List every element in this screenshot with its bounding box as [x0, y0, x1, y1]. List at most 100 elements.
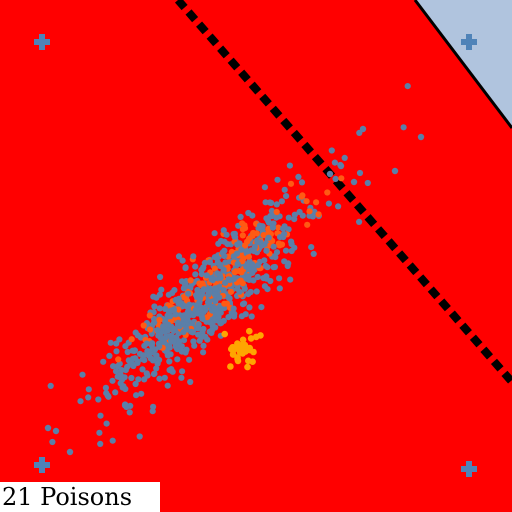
scatter-point	[167, 333, 174, 340]
scatter-point	[113, 340, 120, 347]
scatter-point	[241, 285, 248, 292]
scatter-point	[214, 270, 221, 277]
poison-point	[257, 332, 264, 339]
poison-point	[115, 356, 122, 363]
scatter-point	[160, 335, 167, 342]
scatter-point	[198, 291, 205, 298]
scatter-point	[202, 306, 209, 313]
scatter-point	[212, 298, 219, 305]
scatter-point	[150, 371, 158, 378]
scatter-point	[149, 357, 157, 364]
scatter-point	[180, 337, 188, 344]
scatter-point	[211, 291, 218, 298]
scatter-point	[100, 358, 107, 365]
poison-point	[287, 180, 295, 187]
scatter-point	[223, 231, 230, 238]
scatter-point	[180, 285, 187, 292]
scatter-point	[190, 338, 197, 345]
scatter-point	[183, 325, 190, 332]
scatter-point	[164, 327, 171, 334]
scatter-point	[185, 290, 192, 297]
scatter-point	[166, 344, 173, 351]
scatter-point	[122, 401, 129, 408]
scatter-point	[107, 339, 114, 346]
scatter-point	[85, 394, 92, 401]
scatter-point	[118, 376, 126, 383]
scatter-point	[172, 311, 179, 318]
scatter-point	[356, 169, 364, 177]
scatter-point	[308, 244, 315, 251]
scatter-point	[171, 287, 178, 294]
scatter-point	[153, 365, 160, 372]
scatter-point	[285, 226, 292, 233]
scatter-point	[217, 262, 224, 270]
poison-point	[247, 335, 255, 342]
scatter-point	[162, 305, 169, 312]
scatter-point	[156, 375, 163, 382]
plus-icon-vbar	[466, 34, 472, 50]
scatter-point	[109, 377, 116, 384]
scatter-point	[230, 305, 237, 312]
scatter-point	[150, 403, 157, 410]
scatter-point	[158, 286, 165, 293]
scatter-point	[178, 374, 185, 381]
poison-point	[250, 229, 257, 237]
scatter-point	[77, 398, 84, 405]
poison-point	[275, 224, 282, 231]
scatter-point	[129, 347, 136, 354]
scatter-point	[309, 213, 316, 220]
scatter-point	[264, 264, 271, 271]
scatter-point	[266, 199, 273, 206]
scatter-point	[203, 272, 210, 279]
scatter-point	[112, 389, 119, 396]
poison-point	[147, 326, 154, 333]
scatter-point	[254, 239, 261, 246]
scatter-point	[117, 371, 124, 378]
scatter-point	[286, 162, 293, 169]
scatter-point	[128, 374, 135, 382]
scatter-point	[119, 384, 126, 391]
poison-point	[221, 330, 228, 338]
scatter-point	[209, 276, 216, 284]
scatter-point	[156, 291, 163, 298]
poison-point	[246, 327, 253, 335]
scatter-point	[186, 301, 193, 308]
scatter-point	[260, 275, 267, 282]
scatter-point	[186, 356, 193, 363]
scatter-point	[261, 184, 268, 191]
scatter-point	[206, 288, 213, 295]
scatter-point	[124, 363, 131, 370]
scatter-point	[175, 319, 182, 326]
plus-icon-vbar	[39, 457, 45, 473]
poison-point	[187, 277, 194, 284]
scatter-point	[157, 273, 164, 281]
scatter-point	[248, 313, 255, 320]
scatter-point	[341, 154, 348, 161]
poison-point	[204, 314, 211, 321]
scatter-point	[200, 349, 207, 356]
scatter-point	[143, 340, 150, 347]
scatter-point	[49, 438, 56, 446]
scatter-point	[97, 440, 104, 447]
caption-box	[0, 482, 160, 512]
corner-marker-top-right	[461, 34, 477, 50]
scatter-point	[175, 298, 182, 305]
scatter-point	[267, 277, 274, 285]
poison-point	[239, 220, 246, 227]
scatter-point	[356, 218, 363, 225]
scatter-point	[391, 167, 399, 175]
scatter-point	[265, 234, 272, 241]
scatter-point	[179, 257, 186, 264]
scatter-point	[168, 366, 175, 373]
scatter-point	[212, 285, 219, 292]
scatter-point	[209, 327, 216, 334]
scatter-point	[231, 313, 238, 320]
scatter-point	[97, 412, 104, 419]
poison-point	[146, 312, 153, 319]
scatter-point	[217, 320, 224, 327]
scatter-point	[166, 358, 173, 365]
scatter-point	[47, 382, 54, 389]
poison-point	[228, 345, 235, 353]
